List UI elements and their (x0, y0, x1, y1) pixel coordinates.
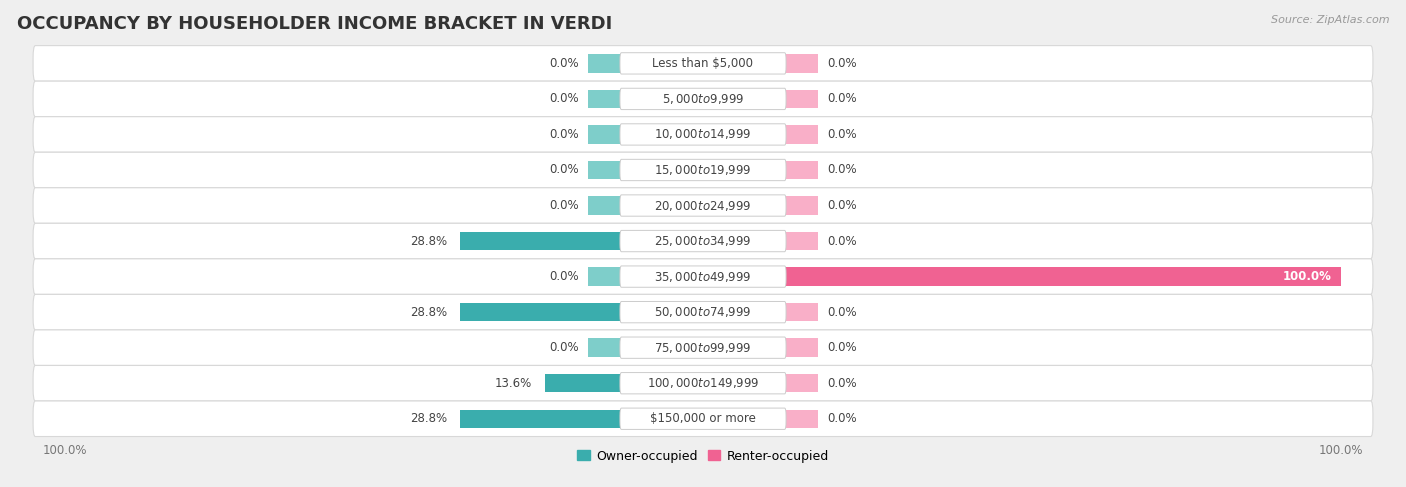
Text: 0.0%: 0.0% (827, 57, 858, 70)
FancyBboxPatch shape (34, 46, 1372, 81)
Legend: Owner-occupied, Renter-occupied: Owner-occupied, Renter-occupied (572, 445, 834, 468)
FancyBboxPatch shape (620, 408, 786, 430)
Text: $20,000 to $24,999: $20,000 to $24,999 (654, 199, 752, 212)
Bar (786, 410, 818, 428)
Text: 0.0%: 0.0% (827, 164, 858, 176)
FancyBboxPatch shape (620, 230, 786, 252)
Bar (460, 303, 620, 321)
Text: 0.0%: 0.0% (548, 128, 579, 141)
Text: 0.0%: 0.0% (827, 341, 858, 354)
Text: $50,000 to $74,999: $50,000 to $74,999 (654, 305, 752, 319)
Bar (460, 410, 620, 428)
Text: 0.0%: 0.0% (827, 412, 858, 425)
Bar (786, 125, 818, 144)
Text: 0.0%: 0.0% (827, 306, 858, 318)
FancyBboxPatch shape (34, 188, 1372, 224)
Bar (460, 232, 620, 250)
Text: 0.0%: 0.0% (548, 57, 579, 70)
FancyBboxPatch shape (620, 301, 786, 323)
FancyBboxPatch shape (620, 266, 786, 287)
Text: $35,000 to $49,999: $35,000 to $49,999 (654, 270, 752, 283)
Bar (588, 125, 620, 144)
Bar (786, 303, 818, 321)
Bar (786, 267, 1341, 286)
Text: 0.0%: 0.0% (827, 235, 858, 247)
Text: 28.8%: 28.8% (411, 412, 447, 425)
FancyBboxPatch shape (34, 365, 1372, 401)
Bar (588, 90, 620, 108)
FancyBboxPatch shape (34, 330, 1372, 365)
Text: OCCUPANCY BY HOUSEHOLDER INCOME BRACKET IN VERDI: OCCUPANCY BY HOUSEHOLDER INCOME BRACKET … (17, 15, 612, 33)
Bar (786, 374, 818, 393)
Bar (786, 161, 818, 179)
FancyBboxPatch shape (34, 401, 1372, 436)
FancyBboxPatch shape (34, 117, 1372, 152)
FancyBboxPatch shape (620, 124, 786, 145)
FancyBboxPatch shape (620, 53, 786, 74)
FancyBboxPatch shape (34, 224, 1372, 259)
FancyBboxPatch shape (620, 373, 786, 394)
FancyBboxPatch shape (34, 259, 1372, 294)
Text: 0.0%: 0.0% (548, 270, 579, 283)
Bar (786, 232, 818, 250)
Bar (786, 196, 818, 215)
Text: 13.6%: 13.6% (495, 377, 531, 390)
FancyBboxPatch shape (620, 159, 786, 181)
Text: Less than $5,000: Less than $5,000 (652, 57, 754, 70)
Bar (588, 196, 620, 215)
Text: Source: ZipAtlas.com: Source: ZipAtlas.com (1271, 15, 1389, 25)
FancyBboxPatch shape (34, 152, 1372, 188)
Text: 0.0%: 0.0% (548, 199, 579, 212)
Text: $5,000 to $9,999: $5,000 to $9,999 (662, 92, 744, 106)
Text: 0.0%: 0.0% (827, 128, 858, 141)
Text: 28.8%: 28.8% (411, 306, 447, 318)
Bar (588, 338, 620, 357)
Text: $100,000 to $149,999: $100,000 to $149,999 (647, 376, 759, 390)
Text: $25,000 to $34,999: $25,000 to $34,999 (654, 234, 752, 248)
Text: 0.0%: 0.0% (548, 341, 579, 354)
Bar (588, 161, 620, 179)
Bar (588, 54, 620, 73)
FancyBboxPatch shape (34, 294, 1372, 330)
Bar (588, 267, 620, 286)
FancyBboxPatch shape (620, 88, 786, 110)
Text: $150,000 or more: $150,000 or more (650, 412, 756, 425)
Text: 0.0%: 0.0% (548, 93, 579, 105)
Text: 0.0%: 0.0% (827, 199, 858, 212)
Bar (786, 90, 818, 108)
Text: $10,000 to $14,999: $10,000 to $14,999 (654, 128, 752, 141)
Text: 28.8%: 28.8% (411, 235, 447, 247)
Text: $15,000 to $19,999: $15,000 to $19,999 (654, 163, 752, 177)
Bar (544, 374, 620, 393)
Text: 0.0%: 0.0% (827, 93, 858, 105)
Text: $75,000 to $99,999: $75,000 to $99,999 (654, 341, 752, 355)
Text: 0.0%: 0.0% (827, 377, 858, 390)
Bar (786, 338, 818, 357)
FancyBboxPatch shape (34, 81, 1372, 117)
Bar (786, 54, 818, 73)
FancyBboxPatch shape (620, 195, 786, 216)
Text: 0.0%: 0.0% (548, 164, 579, 176)
Text: 100.0%: 100.0% (1282, 270, 1331, 283)
FancyBboxPatch shape (620, 337, 786, 358)
